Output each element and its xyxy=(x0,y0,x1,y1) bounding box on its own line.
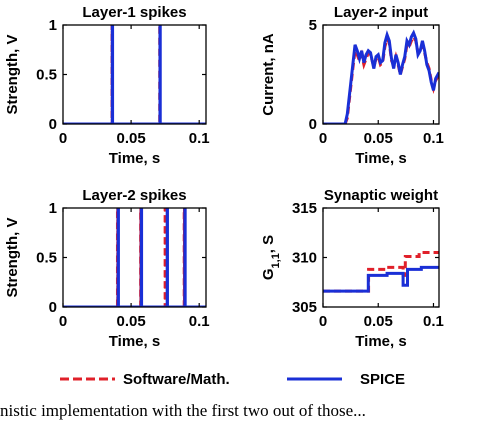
y-tick-label: 315 xyxy=(292,200,317,217)
x-axis-label: Time, s xyxy=(109,333,160,350)
x-tick-label: 0.1 xyxy=(423,313,444,330)
caption-text: nistic implementation with the first two… xyxy=(0,401,366,420)
chart-title: Layer-2 input xyxy=(334,4,428,21)
axes-box xyxy=(322,24,440,125)
x-tick-label: 0.1 xyxy=(189,130,210,147)
y-tick-label: 305 xyxy=(292,299,317,316)
x-tick-label: 0.1 xyxy=(189,313,210,330)
chart-title: Synaptic weight xyxy=(324,187,438,204)
x-tick-label: 0.05 xyxy=(116,130,145,147)
x-tick-label: 0 xyxy=(319,313,327,330)
y-axis-label: Current, nA xyxy=(260,33,277,116)
y-tick-label: 0 xyxy=(49,299,57,316)
y-axis-label: Strength, V xyxy=(4,217,21,297)
series-line-software-math xyxy=(323,251,439,293)
chart-title: Layer-1 spikes xyxy=(82,4,186,21)
series-line-spice xyxy=(63,25,206,124)
panel-layer-1-spikes: 0 0.05 0.1 0 0.5 1 Layer-1 spikes Time, s Streng… xyxy=(4,4,210,167)
chart-title: Layer-2 spikes xyxy=(82,187,186,204)
panel-synaptic-weight: 0 0.05 0.1 305 310 315 Synaptic weight Time, s G… xyxy=(260,187,444,350)
x-axis-label: Time, s xyxy=(355,333,406,350)
axes-box xyxy=(62,24,207,125)
series-line-spice xyxy=(63,208,206,307)
y-axis-label: G1,1, S xyxy=(260,235,282,280)
x-axis-label: Time, s xyxy=(355,150,406,167)
x-axis-label: Time, s xyxy=(109,150,160,167)
series-line-spice xyxy=(323,29,439,124)
series-line-spice xyxy=(323,265,439,293)
panel-layer-2-spikes: 0 0.05 0.1 0 0.5 1 Layer-2 spikes Time, s Streng… xyxy=(4,187,210,350)
y-tick-label: 0.5 xyxy=(36,67,57,84)
y-tick-label: 0.5 xyxy=(36,250,57,267)
panel-layer-2-input: 0 0.05 0.1 0 5 Layer-2 input Time, s Current, n… xyxy=(260,4,444,167)
x-tick-label: 0 xyxy=(319,130,327,147)
x-tick-label: 0.1 xyxy=(423,130,444,147)
legend: Software/Math. SPICE xyxy=(60,371,405,388)
y-tick-label: 1 xyxy=(49,17,57,34)
series-line-software-math xyxy=(63,25,206,124)
x-tick-label: 0 xyxy=(59,130,67,147)
legend-label-spice: SPICE xyxy=(360,371,405,388)
y-tick-label: 5 xyxy=(309,17,317,34)
x-tick-label: 0.05 xyxy=(116,313,145,330)
x-tick-label: 0 xyxy=(59,313,67,330)
x-tick-label: 0.05 xyxy=(364,313,393,330)
y-tick-label: 310 xyxy=(292,250,317,267)
legend-label-software-math: Software/Math. xyxy=(123,371,230,388)
y-tick-label: 1 xyxy=(49,200,57,217)
y-axis-label: Strength, V xyxy=(4,34,21,114)
y-tick-label: 0 xyxy=(309,116,317,133)
x-tick-label: 0.05 xyxy=(364,130,393,147)
y-tick-label: 0 xyxy=(49,116,57,133)
